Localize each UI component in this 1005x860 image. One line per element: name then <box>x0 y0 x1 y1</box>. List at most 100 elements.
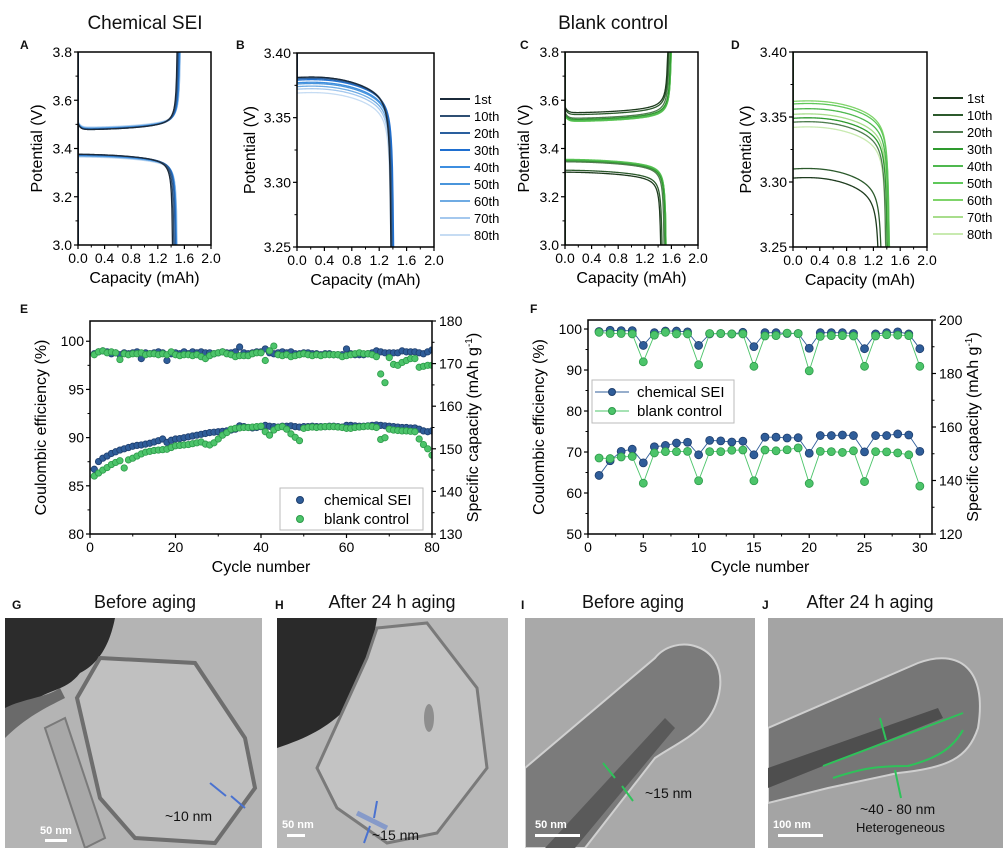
data-point-coulombic_efficiency <box>672 329 681 339</box>
y-right-tick-label: 200 <box>939 312 963 328</box>
y-right-label-sup: -1 <box>964 337 975 346</box>
data-point-coulombic_efficiency <box>385 354 393 362</box>
y-tick-label: 85 <box>68 478 84 494</box>
charge-curve-50th <box>565 52 672 245</box>
discharge-curve-80th <box>78 52 178 245</box>
data-point-specific_capacity <box>381 434 389 442</box>
legend-marker <box>296 515 304 523</box>
y-right-tick-label: 160 <box>439 398 463 414</box>
discharge-curve-10th <box>78 52 175 245</box>
y-right-tick-label: 120 <box>939 526 963 542</box>
y-right-label-end: ) <box>465 333 482 338</box>
y-axis-label: Potential (V) <box>516 104 533 192</box>
y-tick-label: 3.4 <box>540 141 560 157</box>
discharge-curve-40th <box>793 52 890 247</box>
panel-label-b: B <box>236 38 245 52</box>
data-point-coulombic_efficiency <box>705 329 715 338</box>
data-point-specific_capacity <box>771 432 781 442</box>
y-right-tick-label: 170 <box>439 356 463 372</box>
x-tick-label: 1.6 <box>890 252 910 268</box>
data-point-coulombic_efficiency <box>893 330 903 340</box>
data-point-specific_capacity <box>415 435 423 443</box>
y-tick-label: 90 <box>68 430 84 446</box>
y-tick-label: 3.40 <box>264 45 291 61</box>
discharge-curve-20th <box>565 52 665 245</box>
y-right-label-end: ) <box>965 332 982 337</box>
data-point-specific_capacity <box>815 446 825 456</box>
data-point-specific_capacity <box>594 471 604 480</box>
legend-label: 1st <box>474 92 492 107</box>
data-point-specific_capacity <box>860 447 869 457</box>
panel-label-d: D <box>731 38 740 52</box>
panel-label-f: F <box>530 302 538 316</box>
discharge-curve-20th <box>78 52 176 245</box>
charge-curve-60th <box>78 52 181 245</box>
y-tick-label: 3.0 <box>540 237 560 253</box>
y-tick-label: 3.35 <box>264 110 291 126</box>
data-point-specific_capacity <box>882 447 892 457</box>
data-point-specific_capacity <box>838 448 847 457</box>
data-point-specific_capacity <box>683 446 692 456</box>
data-point-coulombic_efficiency <box>661 327 670 337</box>
legend-label: 80th <box>967 227 992 242</box>
data-point-specific_capacity <box>265 431 274 439</box>
legend-label: 30th <box>967 142 992 157</box>
x-tick-label: 25 <box>857 539 873 555</box>
legend: chemical SEI blank control <box>591 379 735 424</box>
charge-curve-20th <box>78 52 179 245</box>
data-point-specific_capacity <box>116 457 124 465</box>
data-point-coulombic_efficiency <box>377 370 385 378</box>
y-axis-label: Potential (V) <box>29 104 46 192</box>
discharge-curve-50th <box>78 52 178 245</box>
panel-label-c: C <box>520 38 529 52</box>
y-tick-label: 3.2 <box>53 189 73 205</box>
data-point-specific_capacity <box>716 436 726 446</box>
x-tick-label: 60 <box>339 539 355 555</box>
y-tick-label: 3.8 <box>540 44 560 60</box>
discharge-curve-70th <box>297 53 393 247</box>
legend-label: 1st <box>967 91 985 106</box>
data-point-specific_capacity <box>793 433 803 443</box>
x-axis-label: Capacity (mAh) <box>805 272 915 289</box>
discharge-curve-80th <box>297 53 392 247</box>
data-point-coulombic_efficiency <box>261 356 269 365</box>
thickness-arrows-icon <box>602 762 634 802</box>
data-point-coulombic_efficiency <box>694 341 704 350</box>
x-tick-label: 0.0 <box>68 250 88 266</box>
x-tick-label: 20 <box>168 539 184 555</box>
tem-thickness-j: ~40 - 80 nm <box>860 801 935 817</box>
data-point-specific_capacity <box>411 428 419 436</box>
data-point-coulombic_efficiency <box>372 353 381 361</box>
tem-image-i: ~15 nm 50 nm <box>525 618 755 848</box>
legend-marker <box>296 496 304 504</box>
y-right-axis-label: Specific capacity (mAh g-1) <box>464 333 482 522</box>
data-point-coulombic_efficiency <box>116 355 124 364</box>
y-tick-label: 3.6 <box>53 92 73 108</box>
legend-label: blank control <box>637 403 722 420</box>
data-point-specific_capacity <box>616 452 626 462</box>
data-point-coulombic_efficiency <box>236 343 244 351</box>
scale-bar-j <box>778 834 823 837</box>
y-tick-label: 3.4 <box>53 141 73 157</box>
data-point-specific_capacity <box>782 433 792 443</box>
data-point-specific_capacity <box>815 431 825 440</box>
discharge-curve-60th <box>565 52 667 245</box>
data-point-specific_capacity <box>904 450 914 460</box>
data-point-coulombic_efficiency <box>849 331 858 341</box>
data-point-specific_capacity <box>627 452 637 461</box>
discharge-curve-30th <box>793 52 888 247</box>
y-tick-label: 3.25 <box>760 239 787 255</box>
x-tick-label: 2.0 <box>424 252 444 268</box>
y-tick-label: 60 <box>566 485 582 501</box>
plot-area <box>594 325 925 491</box>
data-point-coulombic_efficiency <box>270 342 278 350</box>
data-point-coulombic_efficiency <box>749 361 759 371</box>
x-tick-label: 1.6 <box>397 252 417 268</box>
charge-curve-30th <box>78 52 180 245</box>
data-point-specific_capacity <box>793 443 803 453</box>
data-point-specific_capacity <box>120 464 128 472</box>
plot-frame <box>792 51 928 248</box>
data-point-coulombic_efficiency <box>694 360 704 370</box>
data-point-specific_capacity <box>727 445 737 455</box>
discharge-curve-70th <box>565 52 667 245</box>
